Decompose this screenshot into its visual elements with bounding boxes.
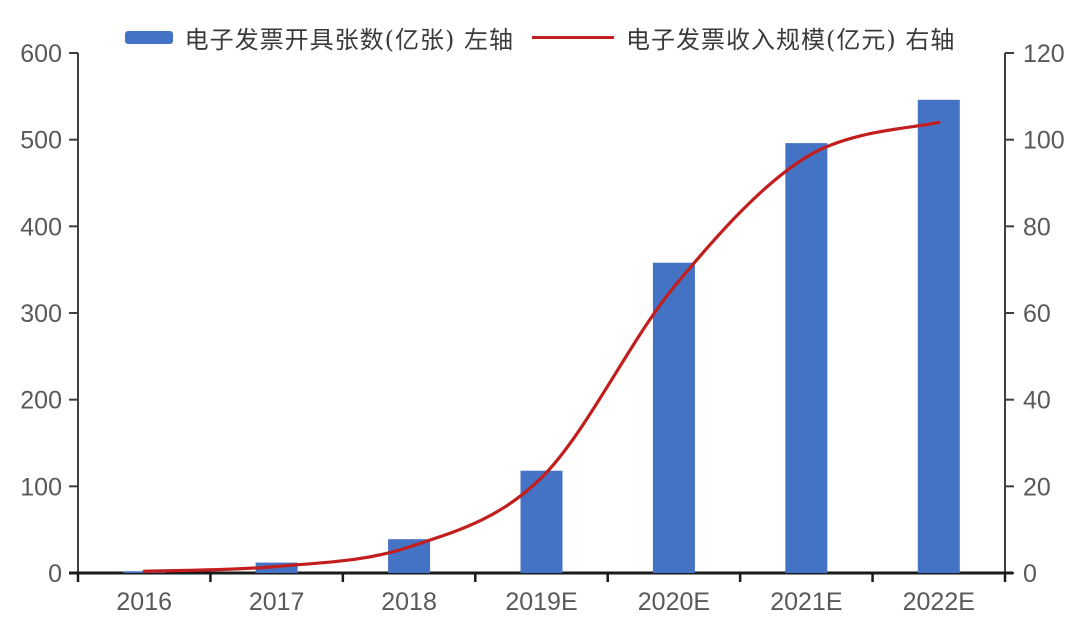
right-axis-tick-label: 40 bbox=[1023, 387, 1051, 415]
bar-2018 bbox=[388, 539, 431, 573]
right-axis-tick-label: 80 bbox=[1023, 213, 1051, 241]
line-series-swatch-icon bbox=[532, 36, 614, 39]
line-series-label: 电子发票收入规模(亿元) 右轴 bbox=[626, 26, 956, 54]
legend-item-bar-series: 电子发票开具张数(亿张) 左轴 bbox=[124, 20, 514, 55]
left-axis-tick-label: 200 bbox=[20, 387, 62, 415]
bar-2022E bbox=[917, 99, 960, 574]
bar-series-label: 电子发票开具张数(亿张) 左轴 bbox=[184, 26, 514, 54]
legend: 电子发票开具张数(亿张) 左轴 电子发票收入规模(亿元) 右轴 bbox=[0, 20, 1080, 55]
legend-item-line-series: 电子发票收入规模(亿元) 右轴 bbox=[532, 20, 955, 55]
bar-2019E bbox=[520, 470, 563, 573]
right-axis-tick-label: 60 bbox=[1023, 300, 1051, 328]
right-axis-tick-label: 120 bbox=[1023, 40, 1065, 68]
right-axis-tick-label: 100 bbox=[1023, 127, 1065, 155]
left-axis-tick-label: 0 bbox=[48, 560, 62, 588]
x-axis-category-label: 2019E bbox=[505, 588, 577, 616]
left-axis-tick-label: 400 bbox=[20, 213, 62, 241]
bar-2020E bbox=[652, 262, 695, 573]
revenue-line bbox=[142, 120, 941, 573]
x-axis-category-label: 2016 bbox=[116, 588, 172, 616]
x-axis-category-label: 2017 bbox=[249, 588, 305, 616]
left-axis-tick-label: 100 bbox=[20, 473, 62, 501]
right-axis-tick-label: 0 bbox=[1023, 560, 1037, 588]
right-axis-tick-label: 20 bbox=[1023, 473, 1051, 501]
x-axis-category-label: 2020E bbox=[638, 588, 710, 616]
x-axis-category-label: 2021E bbox=[770, 588, 842, 616]
bar-2021E bbox=[785, 143, 828, 573]
left-axis-tick-label: 600 bbox=[20, 40, 62, 68]
bar-series-swatch-icon bbox=[124, 31, 173, 44]
left-axis-tick-label: 500 bbox=[20, 127, 62, 155]
left-axis-tick-label: 300 bbox=[20, 300, 62, 328]
x-axis-category-label: 2022E bbox=[903, 588, 975, 616]
x-axis-category-label: 2018 bbox=[381, 588, 437, 616]
